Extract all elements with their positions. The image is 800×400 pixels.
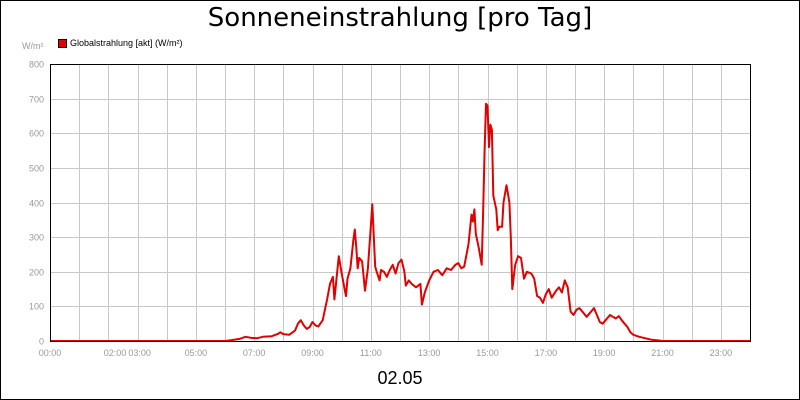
plot-border — [50, 64, 751, 342]
y-tick-label: 600 — [29, 129, 44, 139]
x-tick-label: 23:00 — [710, 348, 733, 358]
y-tick-label: 500 — [29, 164, 44, 174]
x-tick-labels: 00:00 02:00 03:00 05:00 07:00 09:00 11:00 13:00… — [39, 348, 732, 358]
x-tick-label: 05:00 — [185, 348, 208, 358]
grid-lines — [50, 64, 751, 342]
x-tick-label: 02:00 — [104, 348, 127, 358]
x-tick-label: 21:00 — [651, 348, 674, 358]
x-tick-label: 11:00 — [360, 348, 382, 358]
x-tick-label: 15:00 — [476, 348, 499, 358]
x-tick-label: 09:00 — [301, 348, 324, 358]
y-tick-label: 0 — [39, 337, 44, 347]
x-axis-date-label: 02.05 — [377, 368, 423, 388]
x-tick-label: 17:00 — [535, 348, 558, 358]
y-tick-label: 800 — [29, 60, 44, 70]
y-tick-label: 200 — [29, 268, 44, 278]
y-tick-label: 400 — [29, 199, 44, 209]
y-tick-label: 700 — [29, 95, 44, 105]
y-tick-labels: 0 100 200 300 400 500 600 700 800 — [29, 60, 44, 347]
x-tick-label: 03:00 — [128, 348, 151, 358]
legend: Globalstrahlung [akt] (W/m²) — [58, 38, 183, 48]
x-tick-label: 00:00 — [39, 348, 62, 358]
legend-label: Globalstrahlung [akt] (W/m²) — [70, 38, 183, 48]
legend-swatch — [58, 38, 67, 48]
series-line — [50, 102, 750, 342]
series-lines — [50, 102, 750, 342]
y-tick-label: 100 — [29, 302, 44, 312]
x-tick-label: 19:00 — [593, 348, 616, 358]
x-tick-label: 13:00 — [418, 348, 441, 358]
x-tick-label: 07:00 — [243, 348, 266, 358]
y-axis-unit-label: W/m² — [22, 41, 44, 51]
y-tick-label: 300 — [29, 233, 44, 243]
chart-title: Sonneneinstrahlung [pro Tag] — [207, 3, 593, 33]
